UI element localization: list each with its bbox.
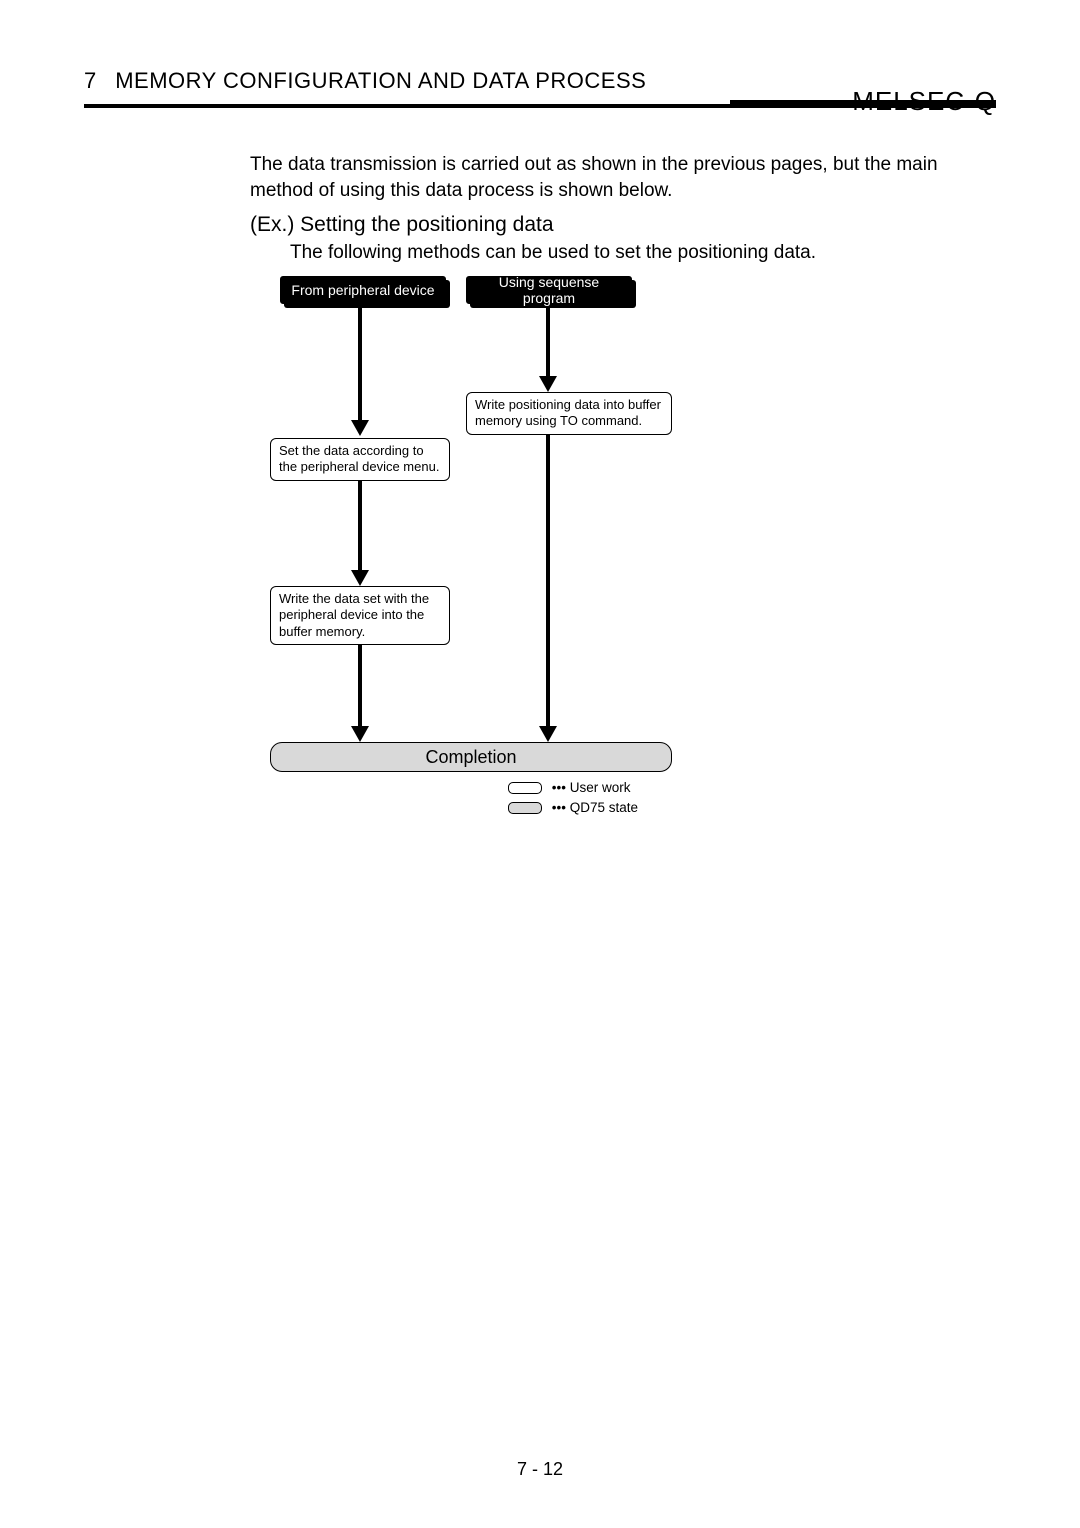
chapter-title: MEMORY CONFIGURATION AND DATA PROCESS	[115, 68, 646, 93]
legend-label: User work	[570, 780, 631, 795]
legend-label: QD75 state	[570, 800, 638, 815]
arrow-line	[358, 636, 362, 726]
header-rule	[84, 104, 996, 108]
arrow-head-icon	[351, 726, 369, 742]
arrow-head-icon	[351, 420, 369, 436]
flow-start-peripheral: From peripheral device	[280, 276, 446, 304]
legend-qd75-state: ••• QD75 state	[508, 800, 638, 815]
page: 7 MEMORY CONFIGURATION AND DATA PROCESS …	[0, 0, 1080, 1528]
legend-bullets: •••	[552, 780, 566, 795]
flow-step-set-menu: Set the data according to the peripheral…	[270, 438, 450, 481]
intro-paragraph: The data transmission is carried out as …	[250, 152, 970, 203]
arrow-line	[546, 428, 550, 726]
flow-start-sequence: Using sequense program	[466, 276, 632, 304]
chapter-number: 7	[84, 68, 97, 93]
arrow-line	[358, 474, 362, 570]
legend-bullets: •••	[552, 800, 566, 815]
page-header: 7 MEMORY CONFIGURATION AND DATA PROCESS …	[84, 68, 996, 94]
flow-completion: Completion	[270, 742, 672, 772]
arrow-line	[546, 304, 550, 376]
page-number: 7 - 12	[0, 1459, 1080, 1480]
arrow-head-icon	[539, 376, 557, 392]
flowchart: From peripheral device Using sequense pr…	[270, 270, 720, 830]
legend-swatch-grey	[508, 802, 542, 814]
arrow-head-icon	[539, 726, 557, 742]
legend-swatch-white	[508, 782, 542, 794]
example-heading: (Ex.) Setting the positioning data	[250, 213, 554, 237]
flow-step-write-peripheral-buffer: Write the data set with the peripheral d…	[270, 586, 450, 645]
example-intro: The following methods can be used to set…	[290, 242, 816, 264]
legend-user-work: ••• User work	[508, 780, 630, 795]
arrow-head-icon	[351, 570, 369, 586]
flow-step-write-buffer-to: Write positioning data into buffer memor…	[466, 392, 672, 435]
arrow-line	[358, 304, 362, 420]
